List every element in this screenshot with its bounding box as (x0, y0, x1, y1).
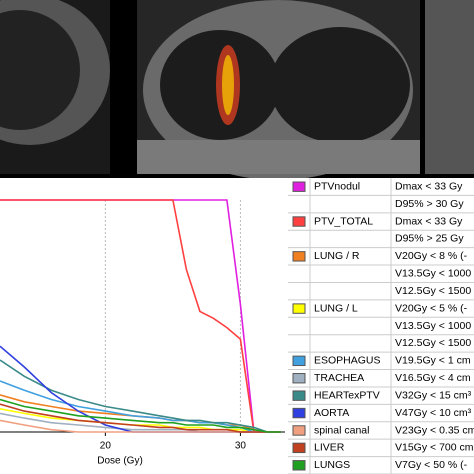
constraint: D95% > 30 Gy (395, 198, 464, 210)
structure-name: LIVER (314, 442, 345, 454)
x-tick-label: 20 (100, 441, 112, 452)
swatch (292, 355, 306, 367)
constraint: V15Gy < 700 cm (395, 442, 474, 454)
structure-name: HEARTexPTV (314, 389, 380, 401)
ct-panels (0, 0, 474, 180)
swatch (292, 303, 306, 314)
constraint: V20Gy < 5 % (- (395, 302, 468, 314)
structure-name: PTVnodul (314, 180, 360, 192)
constraint: Dmax < 33 Gy (395, 180, 463, 192)
swatch (292, 407, 306, 419)
structure-name: spinal canal (314, 424, 369, 436)
constraint: V20Gy < 8 % (- (395, 250, 468, 262)
dvh-curve (0, 199, 281, 433)
structure-name: AORTA (314, 407, 349, 419)
structure-name: ESOPHAGUS (314, 355, 381, 367)
structure-name: PTV_TOTAL (314, 215, 373, 227)
dvh-curve (0, 398, 281, 433)
abdomen (137, 140, 420, 174)
dvh-curve (0, 408, 281, 433)
dvh-curve (0, 380, 281, 433)
lung (0, 10, 80, 130)
structure-name: LUNG / L (314, 302, 358, 314)
constraint: V12.5Gy < 1500 (395, 285, 471, 297)
dvh-curve (0, 403, 281, 433)
structure-name: TRACHEA (314, 372, 364, 384)
swatch (292, 390, 306, 401)
constraint: V13.5Gy < 1000 (395, 268, 471, 280)
swatch (292, 181, 306, 192)
constraint: Dmax < 33 Gy (395, 215, 463, 227)
lung-l (270, 27, 410, 143)
constraint: V13.5Gy < 1000 (395, 320, 471, 332)
swatch (292, 251, 306, 262)
constraint: V23Gy < 0.35 cm (395, 424, 474, 436)
constraint: V16.5Gy < 4 cm (395, 372, 471, 384)
constraint: V47Gy < 10 cm³ (395, 407, 472, 419)
constraint: D95% > 25 Gy (395, 233, 464, 245)
swatch (292, 216, 306, 227)
legend-bg (287, 178, 474, 474)
structure-name: LUNGS (314, 459, 350, 471)
constraint: V12.5Gy < 1500 (395, 337, 471, 349)
swatch (292, 460, 306, 471)
swatch (292, 425, 306, 436)
structure-name: LUNG / R (314, 250, 360, 262)
dose-core (222, 55, 234, 115)
constraint: V32Gy < 15 cm³ (395, 389, 472, 401)
x-tick-label: 30 (235, 441, 247, 452)
dvh-curve (0, 359, 281, 433)
constraint: V19.5Gy < 1 cm (395, 355, 471, 367)
x-axis-label: Dose (Gy) (97, 456, 143, 467)
swatch (292, 373, 306, 384)
swatch (292, 442, 306, 454)
ct-sagittal (425, 0, 474, 174)
constraint: V7Gy < 50 % (- (395, 459, 468, 471)
